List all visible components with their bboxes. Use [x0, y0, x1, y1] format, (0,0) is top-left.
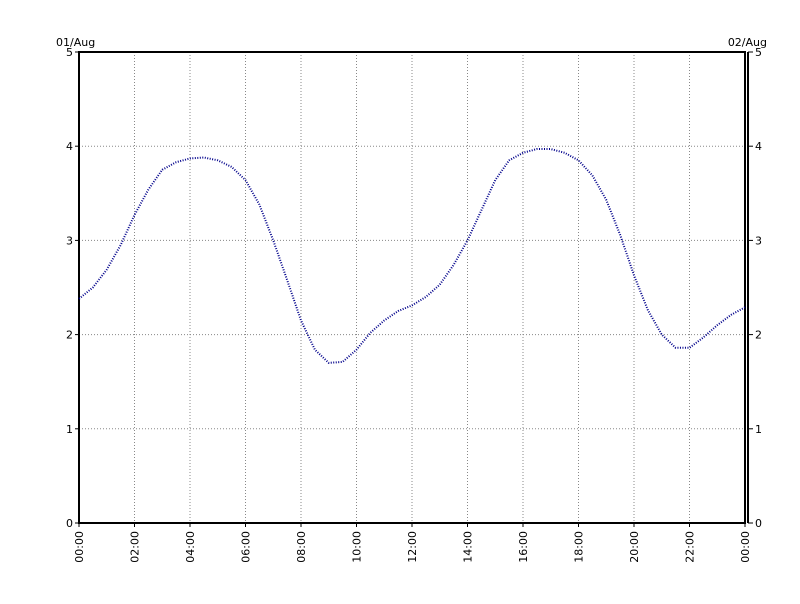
x-tick-label: 16:00 [517, 531, 530, 563]
x-tick-label: 18:00 [573, 531, 586, 563]
y2-tick-label: 5 [755, 46, 762, 59]
y-tick-label: 4 [66, 140, 73, 153]
y2-tick-label: 3 [755, 234, 762, 247]
x-tick-label: 22:00 [684, 531, 697, 563]
y-tick-label: 1 [66, 423, 73, 436]
x-tick-label: 02:00 [129, 531, 142, 563]
y2-tick-label: 0 [755, 517, 762, 530]
x-tick-label: 20:00 [628, 531, 641, 563]
x-tick-label: 08:00 [295, 531, 308, 563]
x-tick-label: 12:00 [406, 531, 419, 563]
y-tick-label: 0 [66, 517, 73, 530]
x-tick-label: 00:00 [739, 531, 752, 563]
x-tick-label: 14:00 [462, 531, 475, 563]
y2-tick-label: 1 [755, 423, 762, 436]
date-label-right: 02/Aug [728, 36, 767, 49]
x-tick-label: 06:00 [240, 531, 253, 563]
series-line [78, 148, 746, 364]
x-tick-label: 04:00 [184, 531, 197, 563]
y2-tick-label: 2 [755, 329, 762, 342]
x-tick-label: 00:00 [73, 531, 86, 563]
date-label-left: 01/Aug [56, 36, 95, 49]
plot-frame [78, 51, 746, 524]
y-tick-label: 5 [66, 46, 73, 59]
y-tick-label: 3 [66, 234, 73, 247]
y2-tick-label: 4 [755, 140, 762, 153]
x-tick-label: 10:00 [351, 531, 364, 563]
y-tick-label: 2 [66, 329, 73, 342]
